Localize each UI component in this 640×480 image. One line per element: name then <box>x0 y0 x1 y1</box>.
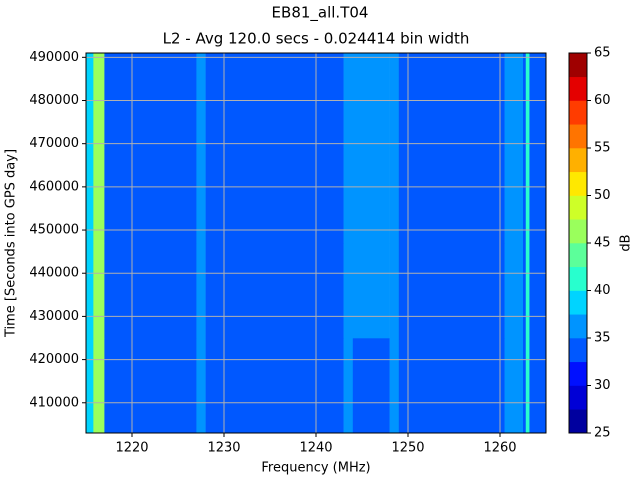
colorbar-segment <box>569 100 587 125</box>
heatmap-cell <box>504 243 524 339</box>
heatmap-cell <box>504 338 524 434</box>
colorbar-tick-label: 55 <box>594 141 611 156</box>
heatmap-cell <box>352 148 390 244</box>
chart-subtitle: L2 - Avg 120.0 secs - 0.024414 bin width <box>163 30 470 48</box>
colorbar-tick-label: 45 <box>594 236 611 251</box>
colorbar-segment <box>569 409 587 434</box>
plot-frame <box>85 52 547 434</box>
colorbar-segment <box>569 76 587 101</box>
colorbar-tick-label: 30 <box>594 378 611 393</box>
x-axis-label: Frequency (MHz) <box>261 461 370 476</box>
x-tick-label: 1240 <box>299 441 332 456</box>
y-tick-label: 470000 <box>29 136 79 151</box>
colorbar-tick-label: 25 <box>594 426 611 441</box>
y-tick-label: 430000 <box>29 309 79 324</box>
colorbar-tick-label: 60 <box>594 93 611 108</box>
heatmap-cell <box>343 148 354 244</box>
colorbar-label: dB <box>619 234 634 251</box>
heatmap-cell <box>525 148 530 244</box>
heatmap-cell <box>389 243 400 339</box>
colorbar-segment <box>569 314 587 339</box>
heatmap-cell <box>389 338 400 434</box>
heatmap-cell <box>352 243 390 339</box>
heatmap-cell <box>529 148 547 244</box>
colorbar-segment <box>569 361 587 386</box>
heatmap-cell <box>104 148 197 244</box>
y-tick-label: 410000 <box>29 395 79 410</box>
y-tick-label: 480000 <box>29 93 79 108</box>
colorbar-segment <box>569 385 587 410</box>
heatmap-cell <box>529 243 547 339</box>
colorbar-segment <box>569 124 587 149</box>
colorbar-tick-label: 40 <box>594 283 611 298</box>
heatmap-cell <box>196 338 206 434</box>
heatmap-cell <box>86 148 94 244</box>
heatmap-cell <box>196 148 206 244</box>
heatmap-cell <box>86 243 94 339</box>
heatmap-cell <box>205 148 344 244</box>
heatmap-cell <box>389 148 400 244</box>
heatmap-cell <box>93 338 105 434</box>
colorbar-tick-label: 35 <box>594 331 611 346</box>
heatmap-cell <box>86 338 94 434</box>
colorbar-segment <box>569 290 587 315</box>
colorbar-segment <box>569 53 587 78</box>
heatmap-cell <box>205 243 344 339</box>
heatmap-cell <box>523 148 527 244</box>
heatmap-cell <box>93 243 105 339</box>
heatmap-cell <box>398 148 505 244</box>
colorbar-segment <box>569 266 587 291</box>
y-tick-label: 440000 <box>29 266 79 281</box>
heatmap-cell <box>104 243 197 339</box>
x-tick-label: 1230 <box>207 441 240 456</box>
heatmap-cell <box>343 243 354 339</box>
heatmap-cell <box>525 338 530 434</box>
y-tick-label: 490000 <box>29 50 79 65</box>
colorbar-segment <box>569 171 587 196</box>
colorbar-tick-label: 65 <box>594 46 611 61</box>
colorbar-segment <box>569 338 587 363</box>
heatmap-cell <box>504 148 524 244</box>
heatmap-cell <box>523 243 527 339</box>
x-tick-label: 1220 <box>115 441 148 456</box>
y-tick-label: 420000 <box>29 352 79 367</box>
chart-title: EB81_all.T04 <box>272 4 369 23</box>
y-tick-label: 450000 <box>29 223 79 238</box>
heatmap-cell <box>529 338 547 434</box>
heatmap-cell <box>205 338 344 434</box>
y-axis-label: Time [Seconds into GPS day] <box>4 149 19 338</box>
colorbar-tick-label: 50 <box>594 188 611 203</box>
heatmap-cell <box>525 243 530 339</box>
colorbar-segment <box>569 148 587 173</box>
x-tick-label: 1250 <box>391 441 424 456</box>
colorbar-segment <box>569 219 587 244</box>
heatmap-cell <box>104 338 197 434</box>
colorbar-segment <box>569 195 587 220</box>
heatmap-cell <box>352 338 390 434</box>
colorbar-segment <box>569 243 587 268</box>
heatmap-cell <box>196 243 206 339</box>
heatmap-cell <box>398 243 505 339</box>
heatmap-cell <box>523 338 527 434</box>
y-tick-label: 460000 <box>29 179 79 194</box>
x-tick-label: 1260 <box>483 441 516 456</box>
heatmap-cell <box>398 338 505 434</box>
heatmap-cell <box>93 148 105 244</box>
heatmap-cell <box>343 338 354 434</box>
